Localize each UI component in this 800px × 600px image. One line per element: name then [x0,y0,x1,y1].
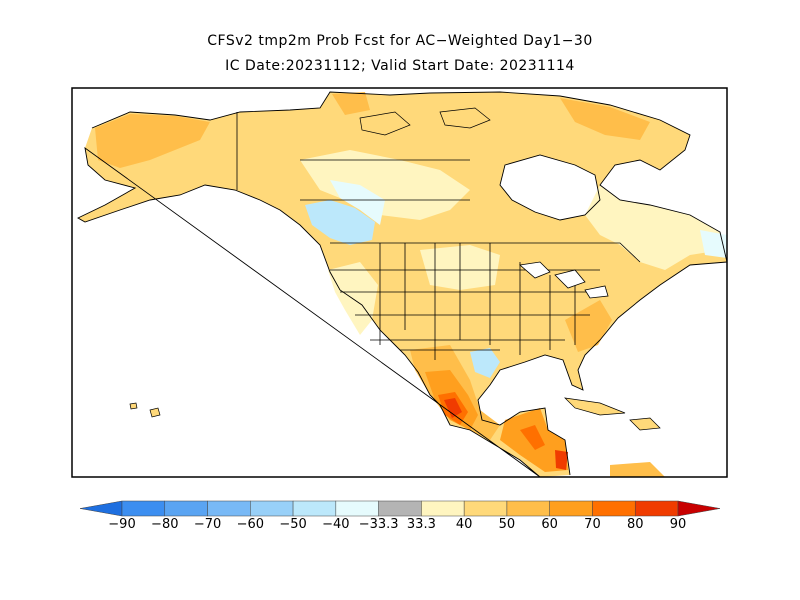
colorbar-cell [592,500,636,517]
colorbar-tick-label: 90 [669,517,687,532]
colorbar-cell [207,500,251,517]
colorbar-cell [292,500,337,517]
region-below-33-east-coast [700,230,727,258]
region-above-50-caribbean [610,462,665,477]
colorbar-cell [549,500,593,517]
colorbar-tick-label: 80 [626,517,644,532]
colorbar-arrow-low [79,500,123,517]
colorbar-cell [164,500,208,517]
colorbar-cell [378,500,422,517]
colorbar-tick-label: −40 [322,517,350,532]
colorbar-cell [506,500,550,517]
colorbar-tick-label: −80 [151,517,179,532]
region-above-50-arctic [332,92,370,115]
colorbar-cell [121,500,166,517]
colorbar-cell [335,500,379,517]
colorbar-tick-label: −50 [279,517,307,532]
region-below-33-bc-edge [330,180,385,225]
region-above-33-northwest [300,150,470,220]
map-frame [71,87,728,478]
region-above-50-arctic-2 [560,98,650,140]
colorbar-tick-label: 70 [584,517,601,532]
coastline [77,91,727,477]
chart-title-line2: IC Date:20231112; Valid Start Date: 2023… [225,58,575,74]
region-above-33-east-canada [585,185,722,270]
chart-title-line1: CFSv2 tmp2m Prob Fcst for AC−Weighted Da… [207,33,593,49]
region-above-50-alaska [95,114,210,168]
region-above-80-mexico [444,398,462,418]
hudson-bay-outline [499,154,601,221]
great-lakes [519,261,609,299]
colorbar-tick-label: −90 [108,517,136,532]
colorbar-cell [634,500,679,517]
political-boundaries [236,112,641,360]
hudson-bay [500,155,600,220]
colorbar-tick-label: −60 [236,517,265,532]
colorbar-tick-label: 60 [541,517,558,532]
region-above-70-central-america [520,425,545,450]
colorbar-tick-label: −33.3 [358,517,399,532]
region-below-40-bc [305,200,375,245]
colorbar-tick-label: −70 [193,517,222,532]
colorbar-cell [463,500,508,517]
colorbar-tick-label: 33.3 [406,517,436,532]
colorbar-tick-label: 50 [498,517,516,532]
colorbar-tick-label: 40 [455,517,473,532]
colorbar-cell [421,500,465,517]
islands [129,107,661,431]
region-below-33-texas [470,348,500,378]
colorbar-cell [250,500,294,517]
region-above-70-panama [555,450,568,470]
colorbar-arrow-high [677,500,721,517]
